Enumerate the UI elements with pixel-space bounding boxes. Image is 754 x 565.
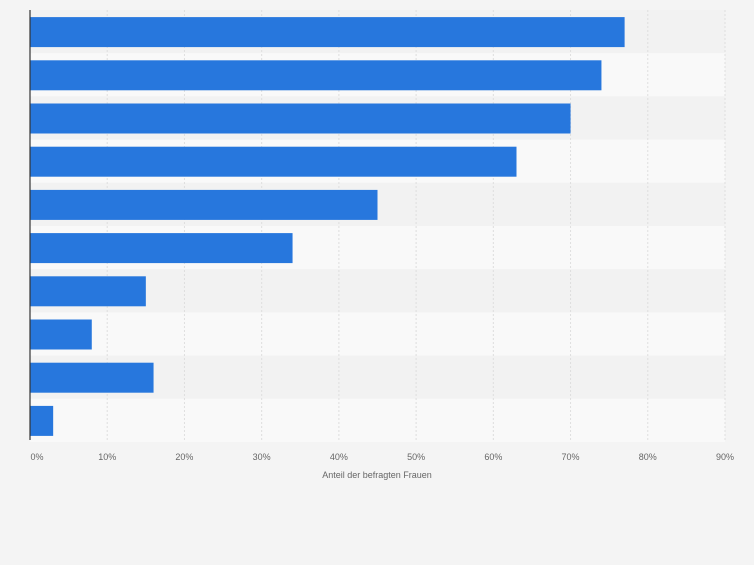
bar: [30, 362, 154, 393]
x-tick-label: 90%: [716, 452, 734, 462]
x-axis-label: Anteil der befragten Frauen: [322, 470, 432, 480]
x-tick-label: 50%: [407, 452, 425, 462]
x-axis-ticks: 0% 10% 20% 30% 40% 50% 60% 70% 80% 90%: [30, 452, 734, 462]
x-tick-label: 10%: [98, 452, 116, 462]
x-tick-label: 70%: [562, 452, 580, 462]
row-band: [30, 398, 725, 442]
bar: [30, 189, 378, 220]
x-tick-label: 40%: [330, 452, 348, 462]
x-tick-label: 20%: [175, 452, 193, 462]
x-tick-label: 0%: [30, 452, 43, 462]
x-tick-label: 30%: [253, 452, 271, 462]
bar: [30, 319, 92, 350]
bar: [30, 233, 293, 264]
bar: [30, 276, 146, 307]
x-tick-label: 60%: [484, 452, 502, 462]
bar: [30, 405, 54, 436]
bar: [30, 60, 602, 91]
x-tick-label: 80%: [639, 452, 657, 462]
bar: [30, 17, 625, 48]
row-band: [30, 312, 725, 356]
bar: [30, 103, 571, 134]
bars: [30, 17, 625, 436]
bar: [30, 146, 517, 177]
